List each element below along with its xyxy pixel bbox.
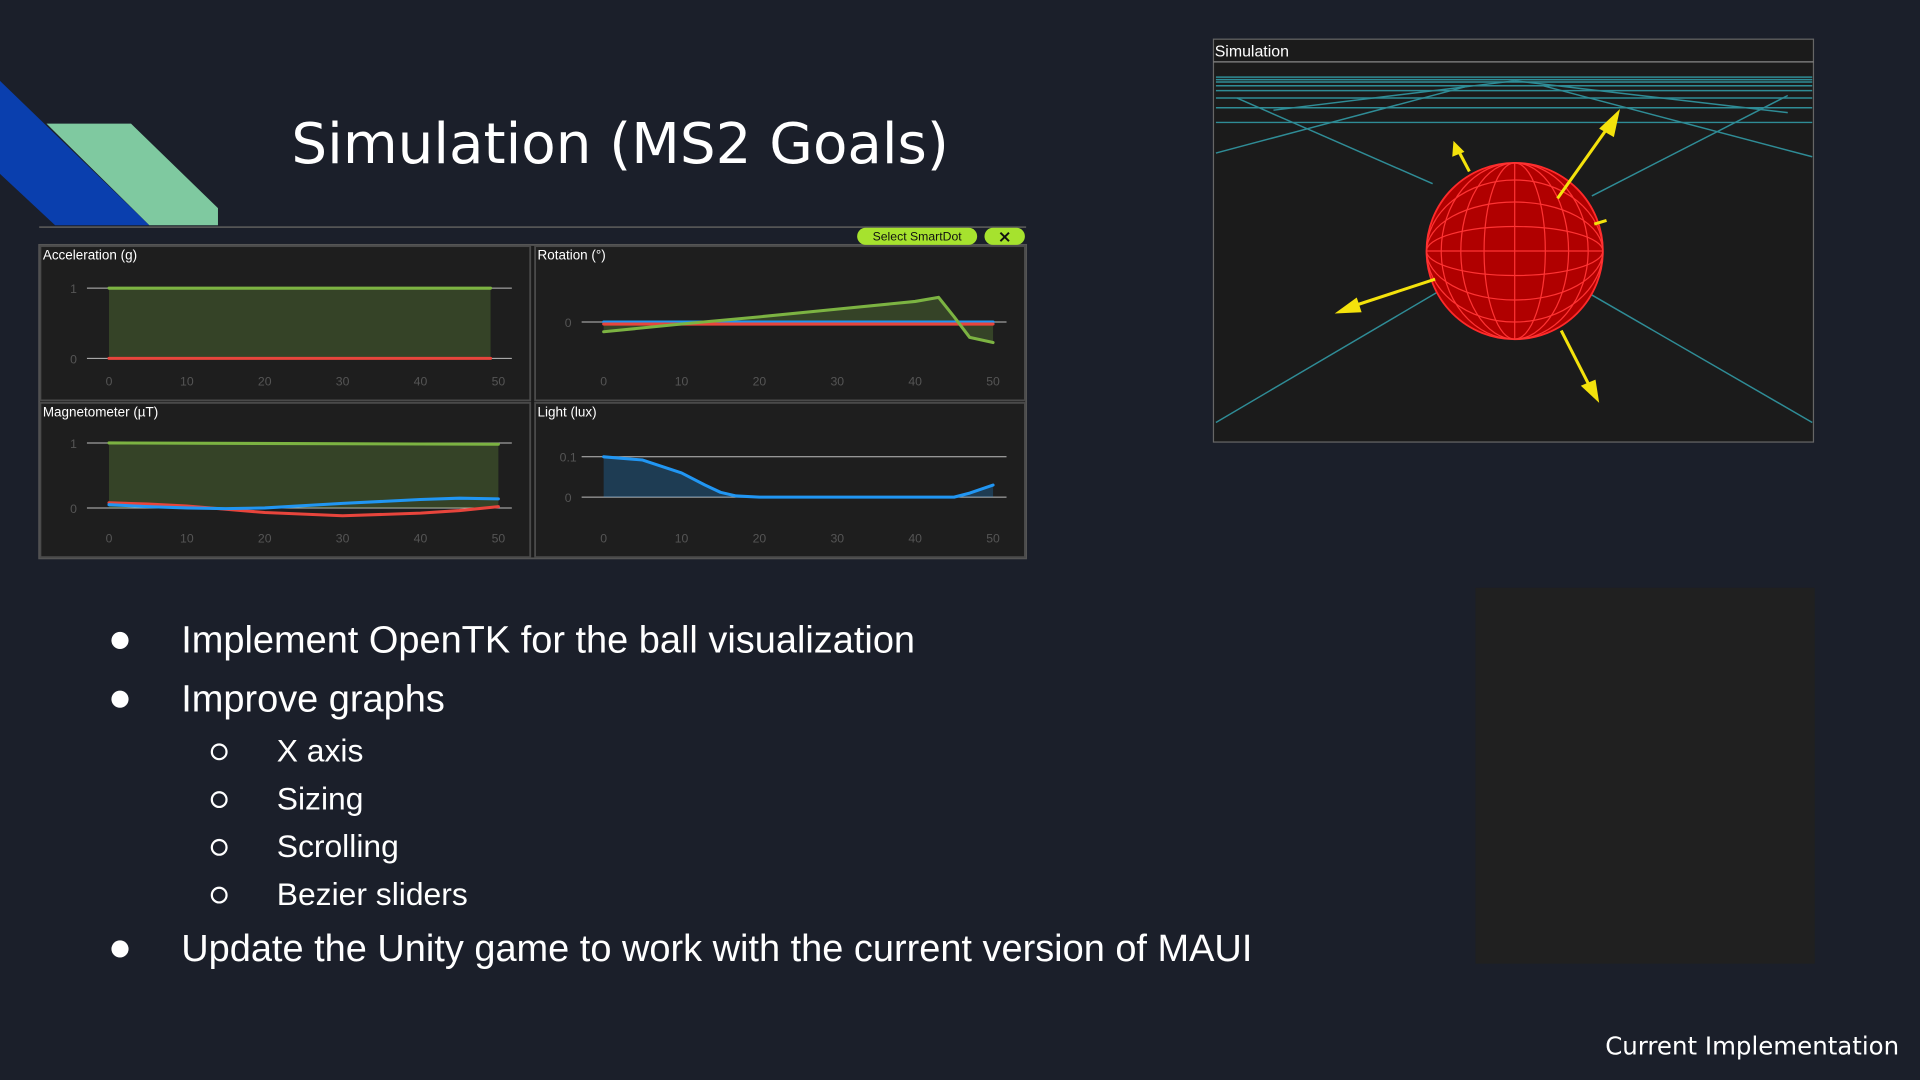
area bbox=[603, 297, 994, 343]
chart: Light (lux) 0 0.1 0 10 20 30 40 50 bbox=[534, 401, 1026, 559]
y-tick-label: 0 bbox=[565, 316, 572, 330]
x-tick-label: 50 bbox=[986, 531, 1000, 545]
x-tick-label: 50 bbox=[986, 375, 1000, 389]
panel bbox=[39, 245, 532, 402]
x-tick-label: 50 bbox=[492, 375, 506, 389]
x-tick-label: 40 bbox=[414, 375, 428, 389]
x-tick-label: 30 bbox=[336, 375, 350, 389]
sub-bullet-marker bbox=[210, 886, 228, 904]
chart-title: Acceleration (g) bbox=[43, 248, 137, 263]
sub-bullet: Scrolling bbox=[277, 828, 399, 864]
y-tick-label: 1 bbox=[70, 282, 77, 296]
y-tick-label: 0.1 bbox=[560, 451, 577, 465]
x-tick-label: 30 bbox=[831, 375, 845, 389]
series-line bbox=[602, 455, 995, 499]
x-tick-label: 40 bbox=[414, 531, 428, 545]
bullet-list: Implement OpenTK for the ball visualizat… bbox=[111, 620, 1252, 970]
x-tick-label: 30 bbox=[336, 531, 350, 545]
chart: Magnetometer (µT)010 10 20 30 40 50 bbox=[39, 401, 532, 559]
sub-bullet: Sizing bbox=[277, 780, 364, 816]
chart-title: Light (lux) bbox=[538, 404, 597, 419]
chart-title: Magnetometer (µT) bbox=[43, 404, 158, 419]
x-tick-label: 0 bbox=[600, 531, 607, 545]
chart-title: Rotation (°) bbox=[538, 248, 606, 263]
area bbox=[108, 442, 499, 508]
button-bg bbox=[857, 227, 978, 245]
decor-stripe bbox=[46, 123, 218, 226]
x-tick-label: 20 bbox=[258, 531, 272, 545]
x-tick-label: 40 bbox=[908, 531, 922, 545]
sub-bullet-marker bbox=[210, 743, 228, 761]
series-line bbox=[107, 441, 500, 446]
chart: Acceleration (g)010 10 20 30 40 50 bbox=[39, 245, 532, 402]
sim-grid bbox=[1215, 76, 1813, 424]
sub-bullet: Bezier sliders bbox=[277, 876, 468, 912]
sub-bullet-marker bbox=[210, 838, 228, 856]
bullet-marker bbox=[111, 631, 129, 649]
close-button[interactable] bbox=[984, 227, 1025, 245]
x-tick-label: 20 bbox=[753, 375, 767, 389]
x-tick-label: 30 bbox=[831, 531, 845, 545]
chart: Rotation (°) 0 0 10 20 30 40 50 bbox=[534, 245, 1026, 402]
ball bbox=[1425, 161, 1604, 341]
area bbox=[108, 288, 491, 359]
bullet: Implement OpenTK for the ball visualizat… bbox=[181, 620, 915, 662]
sub-bullet: X axis bbox=[277, 733, 364, 769]
x-tick-label: 20 bbox=[258, 375, 272, 389]
y-tick-label: 0 bbox=[70, 352, 77, 366]
bullet-marker bbox=[111, 690, 129, 708]
x-tick-label: 0 bbox=[600, 375, 607, 389]
axis-arrows bbox=[1334, 108, 1620, 403]
panel bbox=[39, 401, 532, 559]
x-tick-label: 10 bbox=[675, 375, 689, 389]
slide-title: Simulation (MS2 Goals) bbox=[291, 112, 948, 177]
x-tick-label: 10 bbox=[180, 375, 194, 389]
y-tick-label: 0 bbox=[565, 491, 572, 505]
button-label: Select SmartDot bbox=[873, 230, 963, 244]
bullet: Update the Unity game to work with the c… bbox=[181, 928, 1252, 970]
x-tick-label: 10 bbox=[675, 531, 689, 545]
sub-bullet-marker bbox=[210, 791, 228, 809]
y-tick-label: 0 bbox=[70, 502, 77, 516]
simulation-view: Simulation bbox=[1212, 38, 1815, 443]
x-tick-label: 10 bbox=[180, 531, 194, 545]
x-tick-label: 40 bbox=[908, 375, 922, 389]
caption: Current Implementation bbox=[1605, 1031, 1899, 1060]
bullet: Improve graphs bbox=[181, 678, 445, 720]
bullet-marker bbox=[111, 940, 129, 958]
x-tick-label: 0 bbox=[106, 531, 113, 545]
area bbox=[603, 456, 994, 498]
x-tick-label: 20 bbox=[753, 531, 767, 545]
y-tick-label: 1 bbox=[70, 437, 77, 451]
series-line bbox=[602, 295, 995, 345]
series-line bbox=[107, 496, 500, 511]
sim-label: Simulation bbox=[1215, 43, 1289, 60]
x-tick-label: 50 bbox=[492, 531, 506, 545]
series-line bbox=[107, 501, 500, 518]
bezier-panel bbox=[1475, 587, 1815, 964]
x-tick-label: 0 bbox=[106, 375, 113, 389]
select-button[interactable]: Select SmartDot bbox=[857, 227, 978, 245]
close-icon bbox=[999, 231, 1010, 242]
panel bbox=[534, 401, 1026, 559]
